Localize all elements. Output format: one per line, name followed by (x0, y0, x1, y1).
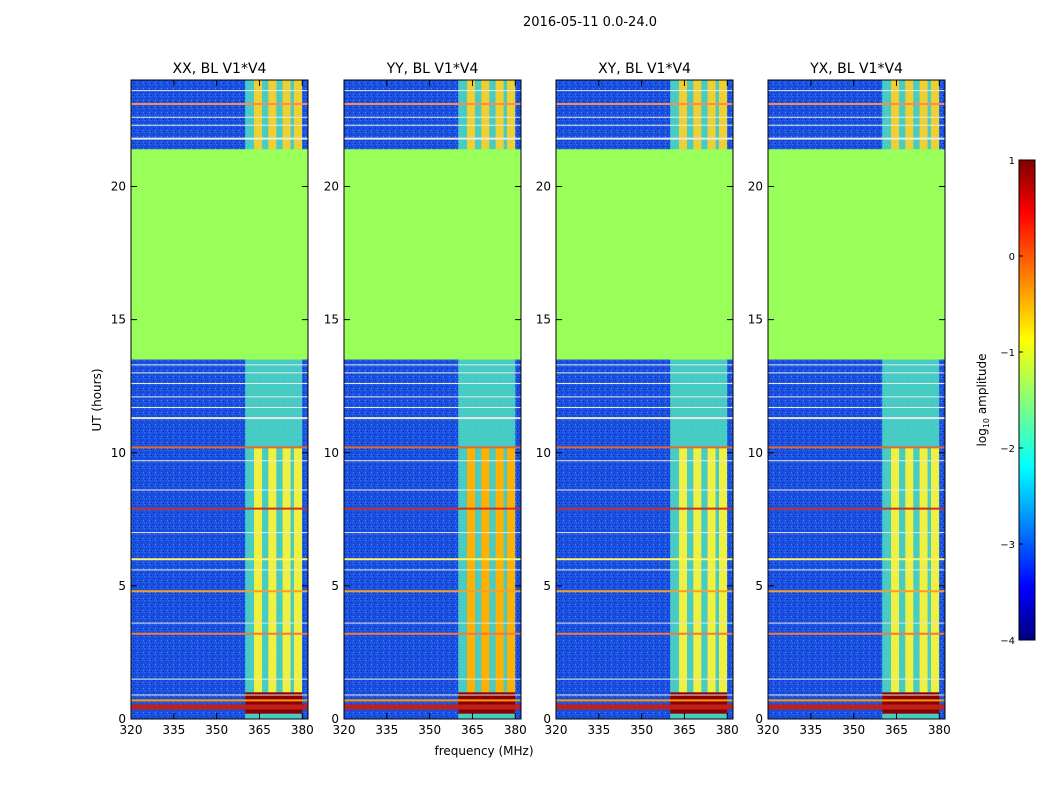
bright-channel (507, 80, 516, 150)
colorbar-gradient (1018, 159, 1036, 641)
bright-channel (495, 80, 504, 150)
x-tick-label: 365 (248, 723, 271, 737)
x-tick-label: 350 (205, 723, 228, 737)
y-tick-label: 15 (748, 313, 763, 327)
y-tick-label: 5 (118, 579, 126, 593)
panel-2: YY, BL V1*V4 320 335 350 365 380 0 5 10 15 20 (324, 61, 527, 737)
low-ut-band (458, 692, 516, 714)
flagged-region (344, 149, 521, 360)
y-tick-label: 10 (324, 446, 339, 460)
x-tick-label: 320 (545, 723, 568, 737)
bright-channel (919, 80, 928, 150)
bright-channel (294, 80, 303, 150)
bright-channel (679, 80, 688, 150)
panel-4: YX, BL V1*V4 320 335 350 365 380 0 5 10 15 20 (748, 61, 951, 737)
x-tick-label: 365 (461, 723, 484, 737)
panel-frame (767, 79, 946, 720)
low-ut-band (882, 692, 940, 714)
bright-channel (481, 80, 490, 150)
flagged-region (131, 149, 308, 360)
low-ut-band (670, 692, 728, 714)
x-tick-label: 380 (716, 723, 739, 737)
y-tick-label: 10 (536, 446, 551, 460)
colorbar-tick-label: 1 (1009, 156, 1015, 167)
colorbar-ticks: 1 0 −1 −2 −3 −4 (1000, 156, 1023, 647)
panel-title: YX, BL V1*V4 (809, 61, 903, 77)
colorbar-label: log10 amplitude (975, 354, 991, 447)
panel-frame (343, 79, 522, 720)
panel-title: YY, BL V1*V4 (386, 61, 479, 77)
x-tick-label: 365 (885, 723, 908, 737)
panel-frame (130, 79, 309, 720)
bright-channel (905, 80, 914, 150)
low-ut-band (245, 692, 303, 714)
x-tick-label: 320 (120, 723, 143, 737)
bright-channel (282, 80, 291, 150)
y-tick-label: 5 (755, 579, 763, 593)
x-tick-label: 320 (333, 723, 356, 737)
y-tick-label: 15 (111, 313, 126, 327)
colorbar-label-base: log (975, 428, 989, 446)
y-tick-label: 0 (118, 712, 126, 726)
y-tick-label: 20 (748, 180, 763, 194)
panel-3: XY, BL V1*V4 320 335 350 365 380 0 5 10 15 20 (536, 61, 739, 737)
bright-channel (931, 80, 940, 150)
y-tick-label: 20 (111, 180, 126, 194)
colorbar: log10 amplitude 10−1−2−3−4 (975, 156, 1036, 647)
x-tick-label: 335 (799, 723, 822, 737)
bright-channel (467, 80, 476, 150)
y-tick-label: 0 (331, 712, 339, 726)
y-tick-label: 10 (111, 446, 126, 460)
bright-channel (693, 80, 702, 150)
bright-channel (891, 80, 900, 150)
panel-frame (555, 79, 734, 720)
bright-channel (707, 80, 716, 150)
panel-title: XX, BL V1*V4 (173, 61, 267, 77)
flagged-region (768, 149, 945, 360)
y-axis-label: UT (hours) (90, 368, 104, 431)
y-tick-label: 10 (748, 446, 763, 460)
x-tick-label: 335 (375, 723, 398, 737)
x-tick-label: 365 (673, 723, 696, 737)
bright-channel (719, 80, 728, 150)
x-tick-label: 350 (842, 723, 865, 737)
colorbar-label-sub: 10 (982, 418, 991, 428)
panel-title: XY, BL V1*V4 (598, 61, 691, 77)
colorbar-tick-label: −4 (1000, 636, 1015, 647)
x-tick-label: 350 (630, 723, 653, 737)
y-tick-label: 5 (543, 579, 551, 593)
x-tick-label: 380 (928, 723, 951, 737)
y-tick-label: 15 (324, 313, 339, 327)
colorbar-tick-label: 0 (1009, 252, 1015, 263)
x-tick-label: 350 (418, 723, 441, 737)
bright-channel (254, 80, 263, 150)
colorbar-tick-label: −2 (1000, 444, 1015, 455)
y-tick-label: 20 (324, 180, 339, 194)
y-tick-label: 0 (755, 712, 763, 726)
y-tick-label: 5 (331, 579, 339, 593)
y-tick-label: 20 (536, 180, 551, 194)
y-tick-label: 15 (536, 313, 551, 327)
figure-title: 2016-05-11 0.0-24.0 (523, 15, 657, 30)
colorbar-tick-label: −1 (1000, 348, 1015, 359)
colorbar-tick-label: −3 (1000, 540, 1015, 551)
x-axis-label: frequency (MHz) (434, 744, 533, 758)
x-tick-label: 320 (757, 723, 780, 737)
flagged-region (556, 149, 733, 360)
x-tick-label: 335 (587, 723, 610, 737)
colorbar-label-rest: amplitude (975, 354, 989, 418)
x-tick-label: 380 (291, 723, 314, 737)
y-tick-label: 0 (543, 712, 551, 726)
bright-channel (268, 80, 277, 150)
x-tick-label: 380 (504, 723, 527, 737)
x-tick-label: 335 (162, 723, 185, 737)
panel-1: XX, BL V1*V4 320 335 350 365 380 0 5 10 15 20 (111, 61, 314, 737)
